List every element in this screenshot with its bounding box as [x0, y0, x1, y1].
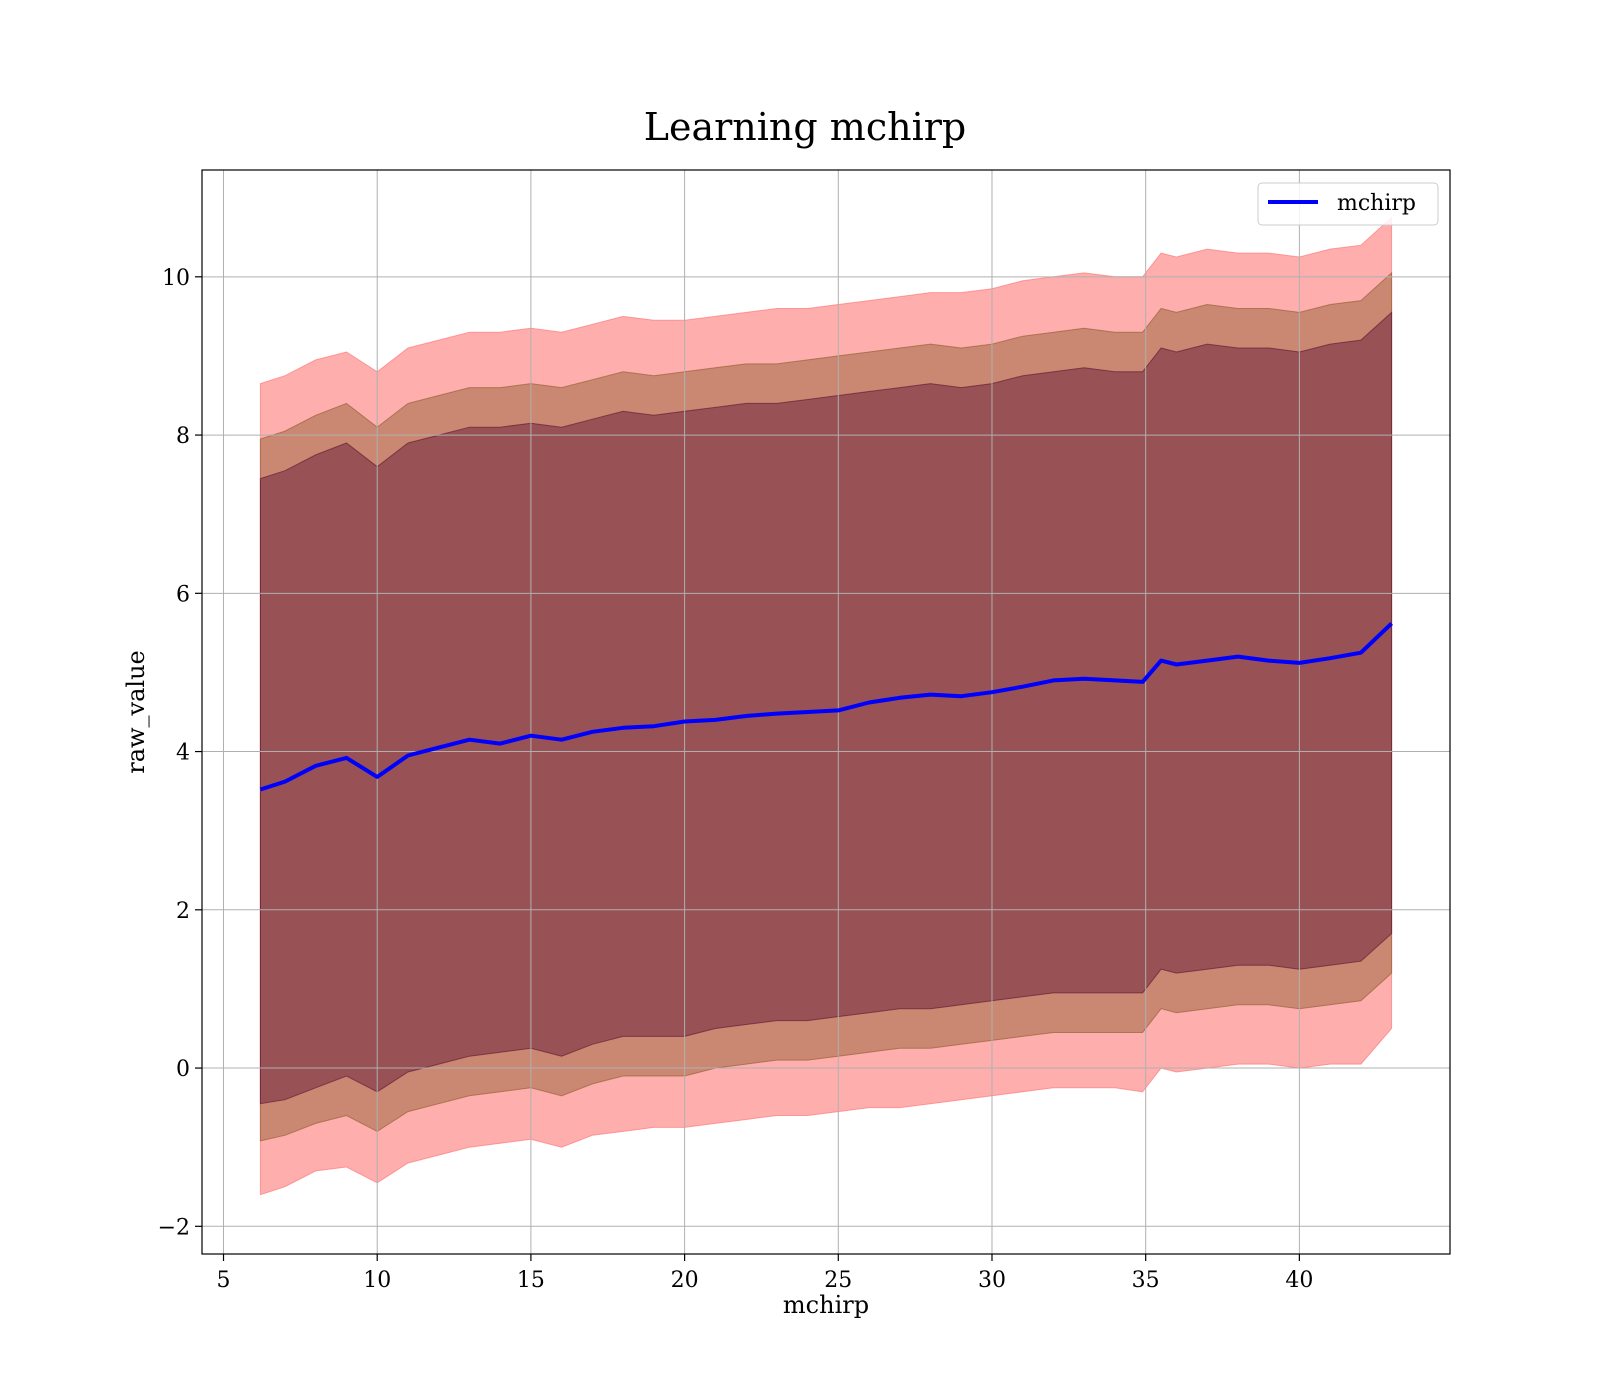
y-tick-label: 10	[162, 266, 190, 291]
x-tick-label: 25	[824, 1268, 852, 1293]
grid	[202, 170, 1450, 1254]
x-tick-label: 30	[978, 1268, 1006, 1293]
series-line-mchirp	[259, 621, 1393, 792]
band-inner	[259, 311, 1393, 1105]
band-middle	[259, 271, 1393, 1142]
chart-title: Learning mchirp	[644, 105, 966, 149]
x-tick-label: 40	[1285, 1268, 1313, 1293]
x-tick-label: 5	[217, 1268, 231, 1293]
mean-line-layer	[259, 621, 1393, 792]
x-tick-label: 10	[363, 1268, 391, 1293]
x-axis-label: mchirp	[783, 1291, 869, 1319]
plot-frame	[201, 169, 1451, 1255]
band-outer	[259, 216, 1393, 1196]
legend-label-mchirp: mchirp	[1337, 191, 1416, 216]
y-tick-label: −2	[158, 1215, 190, 1240]
y-tick-label: 8	[176, 424, 190, 449]
x-tick-label: 35	[1132, 1268, 1160, 1293]
y-tick-label: 4	[176, 741, 190, 766]
y-tick-label: 0	[176, 1057, 190, 1082]
y-axis-label: raw_value	[122, 650, 150, 774]
y-axis-ticks: −2 0 2 4 6 8 10	[158, 266, 202, 1240]
x-axis-ticks: 5 10 15 20 25 30 35 40	[217, 1254, 1313, 1293]
x-tick-label: 15	[517, 1268, 545, 1293]
legend: mchirp	[1257, 182, 1439, 226]
confidence-bands	[259, 216, 1393, 1196]
legend-box	[1257, 182, 1439, 226]
y-tick-label: 6	[176, 582, 190, 607]
x-tick-label: 20	[671, 1268, 699, 1293]
y-tick-label: 2	[176, 899, 190, 924]
